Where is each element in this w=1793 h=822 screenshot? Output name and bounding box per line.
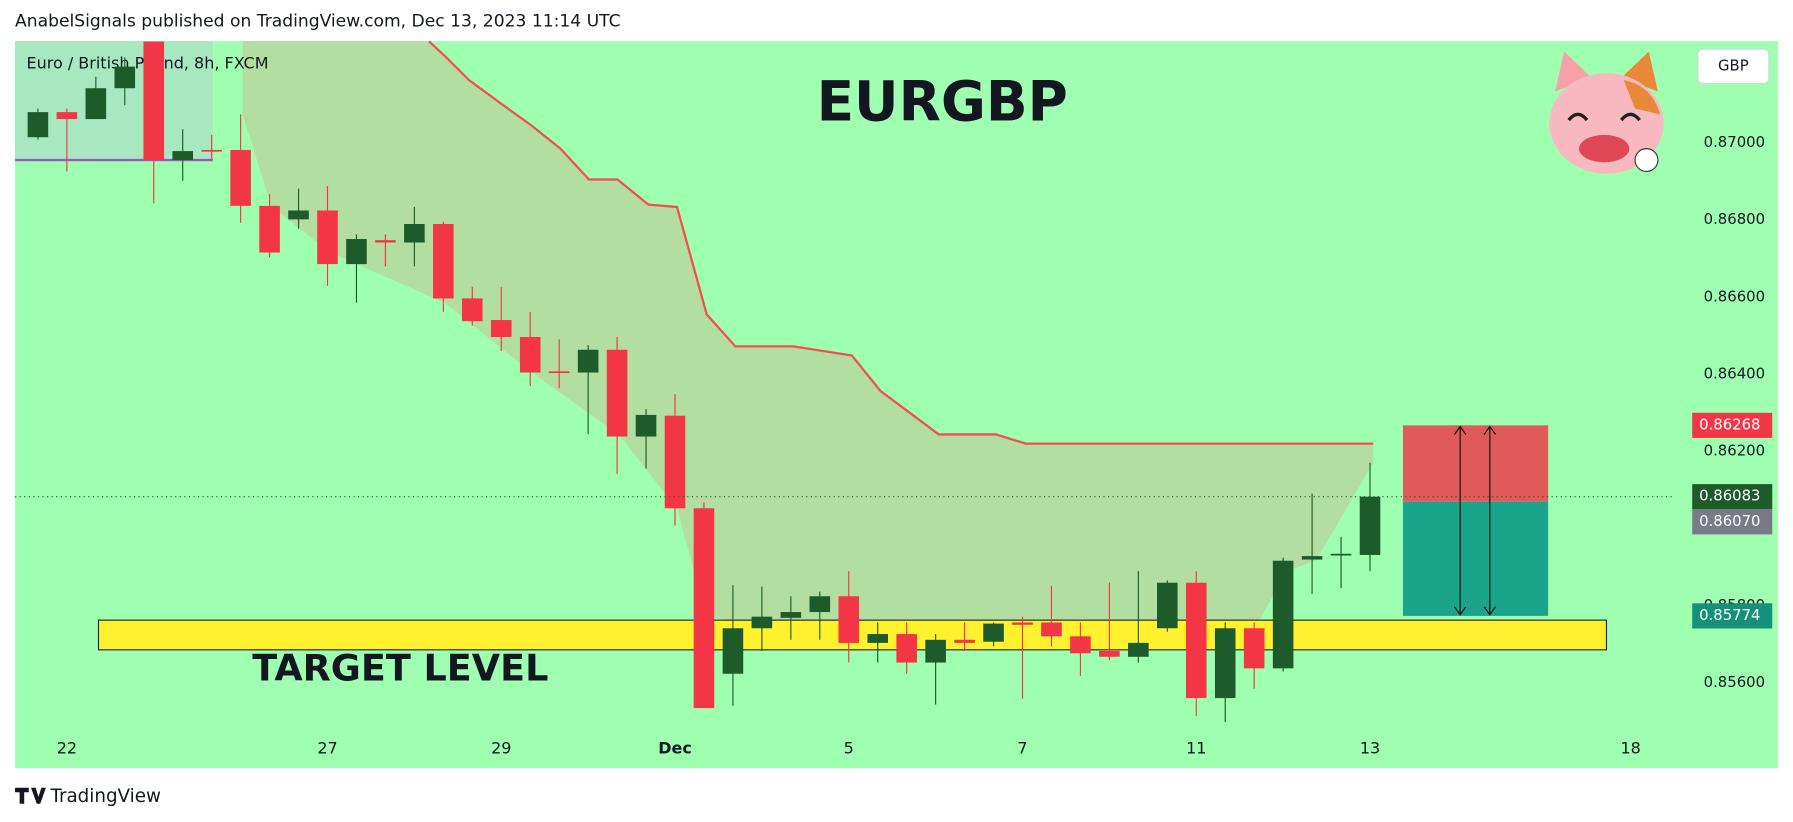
cat-ear <box>1621 51 1658 92</box>
candle-body <box>867 634 889 643</box>
price-label: 0.86268 <box>1699 415 1760 433</box>
candle-body <box>288 210 309 220</box>
cat-mouth <box>1579 134 1630 163</box>
candle-body <box>1099 650 1120 657</box>
resistance-line <box>428 40 1374 445</box>
price-label: 0.86083 <box>1699 487 1760 505</box>
x-tick-label: 11 <box>1186 738 1206 757</box>
candle-body <box>114 66 136 89</box>
candle-body <box>1359 496 1381 555</box>
cat-ear <box>1555 51 1592 92</box>
candle-body <box>143 41 165 160</box>
candle-body <box>925 639 946 663</box>
x-tick-label: 27 <box>317 738 337 757</box>
cat-eyes <box>1567 112 1641 122</box>
cat-patch <box>1623 80 1661 115</box>
header: AnabelSignals published on TradingView.c… <box>15 12 621 32</box>
candle-body <box>1214 628 1236 699</box>
target-area <box>1402 501 1549 616</box>
candle-body <box>1243 628 1265 669</box>
candle-body <box>809 596 831 613</box>
candle-body <box>751 616 773 629</box>
candle-body <box>85 88 107 120</box>
cloud <box>242 41 1374 624</box>
price-label: 0.86070 <box>1699 512 1760 530</box>
x-tick-label: 18 <box>1620 738 1640 757</box>
candle-body <box>259 205 280 253</box>
candle-body <box>1330 553 1352 556</box>
price-label-box <box>1692 509 1773 535</box>
y-tick-label: 0.86600 <box>1704 287 1765 305</box>
candle-body <box>317 210 338 265</box>
annotation-title: EURGBP <box>817 69 1068 133</box>
price-label-box <box>1692 412 1773 438</box>
candle-body <box>433 223 454 299</box>
footer: TradingView <box>49 786 161 807</box>
candle-body <box>1185 582 1207 699</box>
x-tick-label: 5 <box>844 738 854 757</box>
candle-body <box>462 298 483 322</box>
candle-body <box>1070 636 1091 654</box>
candle-body <box>346 239 367 265</box>
currency-button[interactable] <box>1697 48 1770 85</box>
candle-body <box>664 415 686 509</box>
candle-body <box>519 337 541 373</box>
candle-body <box>1272 560 1294 669</box>
y-tick-label: 0.86800 <box>1704 210 1765 228</box>
candle-body <box>635 414 657 437</box>
y-tick-label: 0.86200 <box>1704 442 1765 460</box>
zone-label: TARGET LEVEL <box>252 646 548 689</box>
candle-body <box>230 149 251 206</box>
x-tick-label: Dec <box>658 738 692 757</box>
x-tick-label: 29 <box>491 738 511 757</box>
mascot <box>1549 51 1664 174</box>
candle-body <box>693 508 715 709</box>
candle-body <box>172 151 193 160</box>
arrow-head <box>1453 425 1467 616</box>
candle-body <box>1157 582 1178 629</box>
x-tick-label: 7 <box>1017 738 1027 757</box>
candle-body <box>1012 622 1033 625</box>
cat-paw <box>1634 148 1659 173</box>
y-tick-label: 0.85600 <box>1704 673 1765 691</box>
candle-body <box>548 371 570 374</box>
price-label-box <box>1692 484 1773 510</box>
candle-body <box>577 349 599 373</box>
candle-body <box>780 612 802 618</box>
candle-body <box>838 596 860 643</box>
candle-body <box>722 628 744 674</box>
candle-body <box>404 223 425 243</box>
currency[interactable]: GBP <box>1718 56 1749 74</box>
candle-body <box>201 149 222 152</box>
candle-body <box>983 623 1004 642</box>
candle-body <box>606 349 628 437</box>
x-tick-label: 13 <box>1360 738 1380 757</box>
candle-body <box>375 240 396 243</box>
price-label: 0.85774 <box>1699 606 1760 624</box>
candle-body <box>1128 642 1149 657</box>
candle-body <box>896 634 917 663</box>
y-tick-label: 0.86400 <box>1704 364 1765 382</box>
candle-body <box>490 320 512 338</box>
candle-body <box>954 639 975 643</box>
price-label-box <box>1692 603 1773 629</box>
x-tick-label: 22 <box>57 738 77 757</box>
arrow-head <box>1483 425 1497 616</box>
candle-body <box>56 112 78 120</box>
y-tick-label: 0.87000 <box>1704 133 1765 151</box>
stop-area <box>1402 425 1549 502</box>
logo-mark <box>15 787 46 804</box>
candle-body <box>1041 622 1062 637</box>
candle-body <box>27 112 49 138</box>
candle-body <box>1301 556 1323 560</box>
